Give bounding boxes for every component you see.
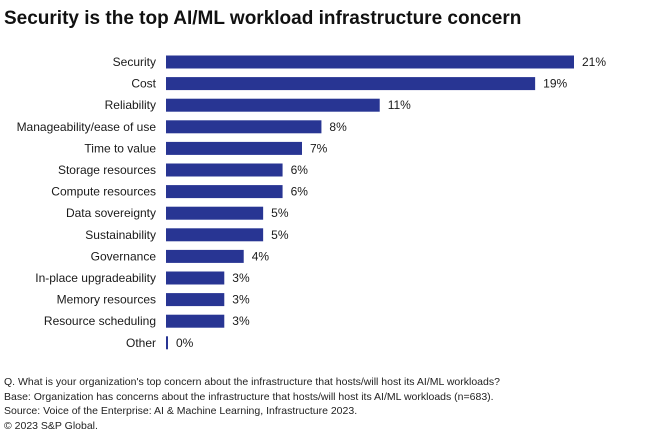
chart-title: Security is the top AI/ML workload infra… [4, 8, 522, 29]
value-label-cost: 19% [543, 77, 567, 91]
category-label-cost: Cost [131, 77, 156, 91]
bar-security [166, 55, 574, 69]
bar-data-sovereignty [166, 206, 264, 220]
value-label-other: 0% [176, 336, 194, 350]
value-label-governance: 4% [252, 249, 270, 263]
bar-memory-resources [166, 293, 225, 307]
bar-compute-resources [166, 185, 283, 199]
category-label-memory-resources: Memory resources [57, 293, 156, 307]
category-label-time-to-value: Time to value [84, 141, 156, 155]
value-label-memory-resources: 3% [232, 293, 250, 307]
value-label-compute-resources: 6% [291, 185, 309, 199]
value-label-data-sovereignty: 5% [271, 206, 289, 220]
bar-manageability-ease-of-use [166, 120, 322, 134]
category-label-manageability-ease-of-use: Manageability/ease of use [17, 120, 157, 134]
category-label-security: Security [113, 55, 156, 69]
footnote-copyright: © 2023 S&P Global. [4, 419, 98, 432]
footnote-base: Base: Organization has concerns about th… [4, 390, 494, 403]
value-label-reliability: 11% [388, 98, 411, 112]
bar-in-place-upgradeability [166, 271, 225, 285]
value-label-time-to-value: 7% [310, 141, 328, 155]
category-label-other: Other [126, 336, 156, 350]
bar-reliability [166, 98, 380, 112]
category-label-compute-resources: Compute resources [51, 185, 156, 199]
bar-time-to-value [166, 141, 302, 155]
value-label-security: 21% [582, 55, 606, 69]
category-label-in-place-upgradeability: In-place upgradeability [35, 271, 156, 285]
category-label-resource-scheduling: Resource scheduling [44, 314, 156, 328]
value-label-resource-scheduling: 3% [232, 314, 250, 328]
footnote-source: Source: Voice of the Enterprise: AI & Ma… [4, 405, 358, 418]
bar-resource-scheduling [166, 314, 225, 328]
category-label-reliability: Reliability [105, 98, 156, 112]
bar-chart: Security 21% Cost 19% Reliability 11% Manageab… [17, 55, 607, 350]
bar-sustainability [166, 228, 264, 242]
bar-cost [166, 77, 536, 91]
footnote-question: Q. What is your organization's top conce… [4, 376, 500, 388]
value-label-sustainability: 5% [271, 228, 289, 242]
value-label-in-place-upgradeability: 3% [232, 271, 250, 285]
value-label-storage-resources: 6% [291, 163, 309, 177]
bar-other [166, 336, 168, 350]
footnotes: Q. What is your organization's top conce… [4, 375, 500, 433]
category-label-data-sovereignty: Data sovereignty [66, 206, 156, 220]
category-label-sustainability: Sustainability [85, 228, 156, 242]
bar-governance [166, 249, 244, 263]
value-label-manageability-ease-of-use: 8% [329, 120, 347, 134]
category-label-storage-resources: Storage resources [58, 163, 156, 177]
category-label-governance: Governance [91, 249, 157, 263]
bar-storage-resources [166, 163, 283, 177]
